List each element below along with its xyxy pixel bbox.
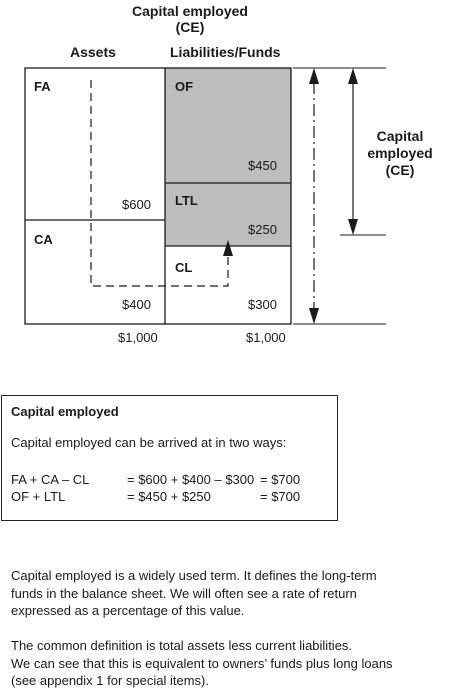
ce-side-label: Capital employed (CE)	[358, 128, 442, 179]
formula-row-1-lhs: FA + CA – CL	[11, 472, 90, 487]
paragraph-definition: Capital employed is a widely used term. …	[11, 567, 449, 620]
formula-row-1-mid: = $600 + $400 – $300	[127, 472, 255, 487]
ca-label: CA	[34, 232, 53, 247]
diagram-title-line1: Capital employed	[132, 3, 248, 19]
formula-row-2-mid: = $450 + $250	[127, 489, 211, 504]
of-label: OF	[175, 79, 194, 94]
paragraph-line: We can see that this is equivalent to ow…	[11, 655, 393, 671]
paragraph-line: expressed as a percentage of this value.	[11, 603, 245, 618]
capital-employed-box: Capital employed Capital employed can be…	[1, 395, 338, 521]
paragraph-line: funds in the balance sheet. We will ofte…	[11, 585, 357, 601]
ltl-label: LTL	[175, 193, 198, 208]
ce-side-line1: Capital	[376, 128, 424, 144]
formula-row-1-rhs: = $700	[260, 472, 301, 487]
balance-sheet-frame	[24, 67, 292, 325]
paragraph-line: Capital employed is a widely used term. …	[11, 568, 377, 583]
ce-arrow-down	[348, 219, 358, 235]
diagram-title-line2: (CE)	[175, 19, 205, 35]
ce-side-line3: (CE)	[385, 162, 415, 178]
total-assets-value: $1,000	[118, 330, 158, 345]
ltl-value: $250	[248, 222, 277, 237]
fa-label: FA	[34, 79, 51, 94]
paragraph-line: The common definition is total assets le…	[11, 638, 353, 653]
dashed-path-arrow	[90, 80, 229, 287]
diagram-title: Capital employed (CE)	[95, 3, 285, 35]
dashed-path-arrowhead	[223, 240, 233, 256]
capital-employed-diagram	[24, 67, 386, 325]
ce-arrow-up	[348, 68, 358, 84]
of-ltl-shaded-area	[165, 68, 291, 246]
cl-label: CL	[175, 260, 193, 275]
cl-value: $300	[248, 297, 277, 312]
fa-value: $600	[122, 197, 151, 212]
formula-row-2-lhs: OF + LTL	[11, 489, 66, 504]
paragraph-line: (see appendix 1 for special items).	[11, 673, 209, 688]
box-intro: Capital employed can be arrived at in tw…	[11, 435, 287, 450]
total-height-arrow-down	[309, 308, 319, 324]
total-height-arrow-up	[309, 68, 319, 84]
total-liabilities-value: $1,000	[246, 330, 286, 345]
header-liabilities-funds: Liabilities/Funds	[170, 44, 281, 60]
paragraph-common-definition: The common definition is total assets le…	[11, 637, 449, 690]
ca-value: $400	[122, 297, 151, 312]
header-assets: Assets	[70, 44, 116, 60]
ce-side-line2: employed	[367, 145, 433, 161]
formula-row-2-rhs: = $700	[260, 489, 301, 504]
box-title: Capital employed	[11, 404, 119, 419]
of-value: $450	[248, 158, 277, 173]
